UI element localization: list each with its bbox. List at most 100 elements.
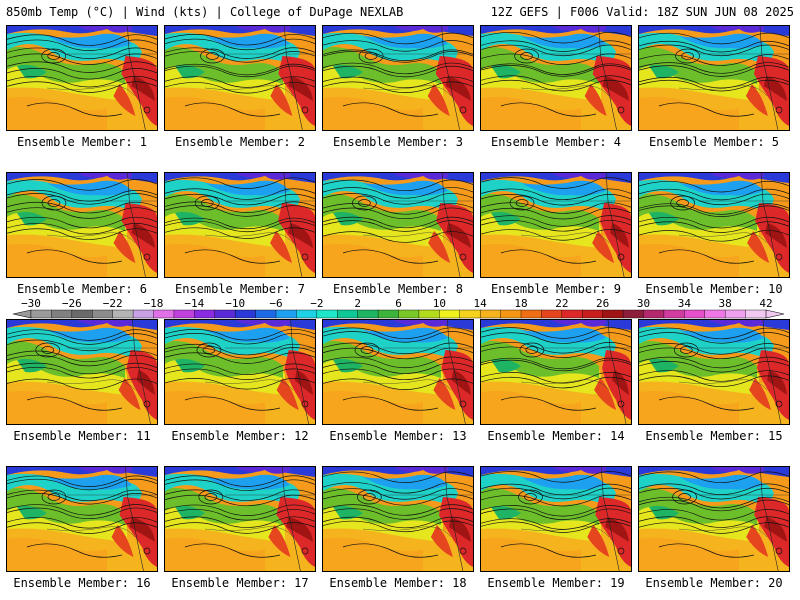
colorbar-swatch [561,309,583,319]
member-map-panel [322,172,474,278]
member-caption: Ensemble Member: 15 [645,429,783,443]
member-map-panel [6,319,158,425]
colorbar-tick-label: −22 [103,298,123,310]
colorbar-tick-label: 42 [759,298,772,310]
member-caption: Ensemble Member: 4 [490,135,622,149]
member-caption: Ensemble Member: 18 [329,576,467,590]
colorbar-max-arrow [765,309,785,319]
colorbar-swatch [173,309,195,319]
colorbar-swatch [71,309,93,319]
ensemble-map [481,320,631,424]
colorbar-tick-label: −10 [225,298,245,310]
member-map-panel [322,319,474,425]
colorbar-swatch [275,309,297,319]
ensemble-map [165,173,315,277]
colorbar-swatch [234,309,257,319]
colorbar-swatch [663,309,685,319]
member-map-panel [480,466,632,572]
ensemble-map [7,467,157,571]
ensemble-map [323,173,473,277]
member-caption: Ensemble Member: 3 [332,135,464,149]
member-map-panel [322,466,474,572]
member-caption: Ensemble Member: 7 [174,282,306,296]
ensemble-map [639,26,789,130]
colorbar-swatch [602,309,624,319]
member-map-panel [638,319,790,425]
member-caption: Ensemble Member: 5 [648,135,780,149]
ensemble-map [639,320,789,424]
member-caption: Ensemble Member: 11 [13,429,151,443]
colorbar-tick-label: 38 [719,298,732,310]
member-map-panel [480,172,632,278]
colorbar-tick-label: 34 [678,298,692,310]
colorbar-swatch [704,309,726,319]
colorbar-swatch [520,309,542,319]
colorbar-swatch [479,309,502,319]
ensemble-map [323,467,473,571]
chart-title: 850mb Temp (°C) | Wind (kts) | College o… [6,5,404,19]
colorbar-swatch [745,309,767,319]
colorbar-swatch [724,309,747,319]
colorbar-tick-label: −14 [184,298,204,310]
member-caption: Ensemble Member: 13 [329,429,467,443]
colorbar-swatch [377,309,400,319]
colorbar-tick-label: 30 [637,298,650,310]
colorbar-swatch [357,309,379,319]
colorbar-tick-label: −2 [310,298,323,310]
member-map-panel [480,319,632,425]
colorbar-tick-label: 18 [514,298,527,310]
colorbar-swatch [541,309,563,319]
colorbar-swatch [316,309,338,319]
member-map-panel [164,172,316,278]
colorbar-tick-label: −26 [62,298,82,310]
ensemble-map [639,467,789,571]
member-caption: Ensemble Member: 19 [487,576,625,590]
ensemble-map [165,467,315,571]
colorbar-swatch [418,309,440,319]
ensemble-map [323,320,473,424]
ensemble-map [7,173,157,277]
colorbar-swatch [459,309,481,319]
member-caption: Ensemble Member: 9 [490,282,622,296]
colorbar-tick-label: −18 [144,298,164,310]
member-caption: Ensemble Member: 6 [16,282,148,296]
colorbar-swatch [92,309,114,319]
colorbar-tick-label: 22 [555,298,568,310]
ensemble-map [481,26,631,130]
member-map-panel [6,466,158,572]
member-caption: Ensemble Member: 20 [645,576,783,590]
colorbar-tick-label: 26 [596,298,609,310]
ensemble-map [323,26,473,130]
colorbar-swatch [296,309,318,319]
member-map-panel [638,25,790,131]
colorbar-swatch [255,309,277,319]
colorbar-tick-label: 10 [433,298,446,310]
color-scale-bar: −30 −26 −22 −18 −14 −10 −6 −2 2 6 10 14 18 22 26 30 34 38… [12,298,785,319]
member-caption: Ensemble Member: 16 [13,576,151,590]
member-map-panel [322,25,474,131]
colorbar-swatch [112,309,134,319]
member-caption: Ensemble Member: 10 [645,282,783,296]
member-map-panel [164,466,316,572]
colorbar-swatch [214,309,236,319]
run-info: 12Z GEFS | F006 Valid: 18Z SUN JUN 08 20… [490,5,794,19]
member-caption: Ensemble Member: 14 [487,429,625,443]
colorbar-tick-label: 6 [395,298,402,310]
ensemble-map [7,26,157,130]
member-caption: Ensemble Member: 2 [174,135,306,149]
member-map-panel [6,172,158,278]
colorbar-tick-label: 2 [354,298,361,310]
member-caption: Ensemble Member: 12 [171,429,309,443]
ensemble-map [7,320,157,424]
colorbar-tick-label: 14 [474,298,488,310]
colorbar-swatch [132,309,154,319]
colorbar-swatch [398,309,420,319]
colorbar-swatch [500,309,522,319]
colorbar-swatch [622,309,644,319]
ensemble-map [639,173,789,277]
member-map-panel [6,25,158,131]
colorbar-swatch [684,309,706,319]
colorbar-swatch [30,309,52,319]
member-caption: Ensemble Member: 8 [332,282,464,296]
colorbar-min-arrow [12,309,32,319]
